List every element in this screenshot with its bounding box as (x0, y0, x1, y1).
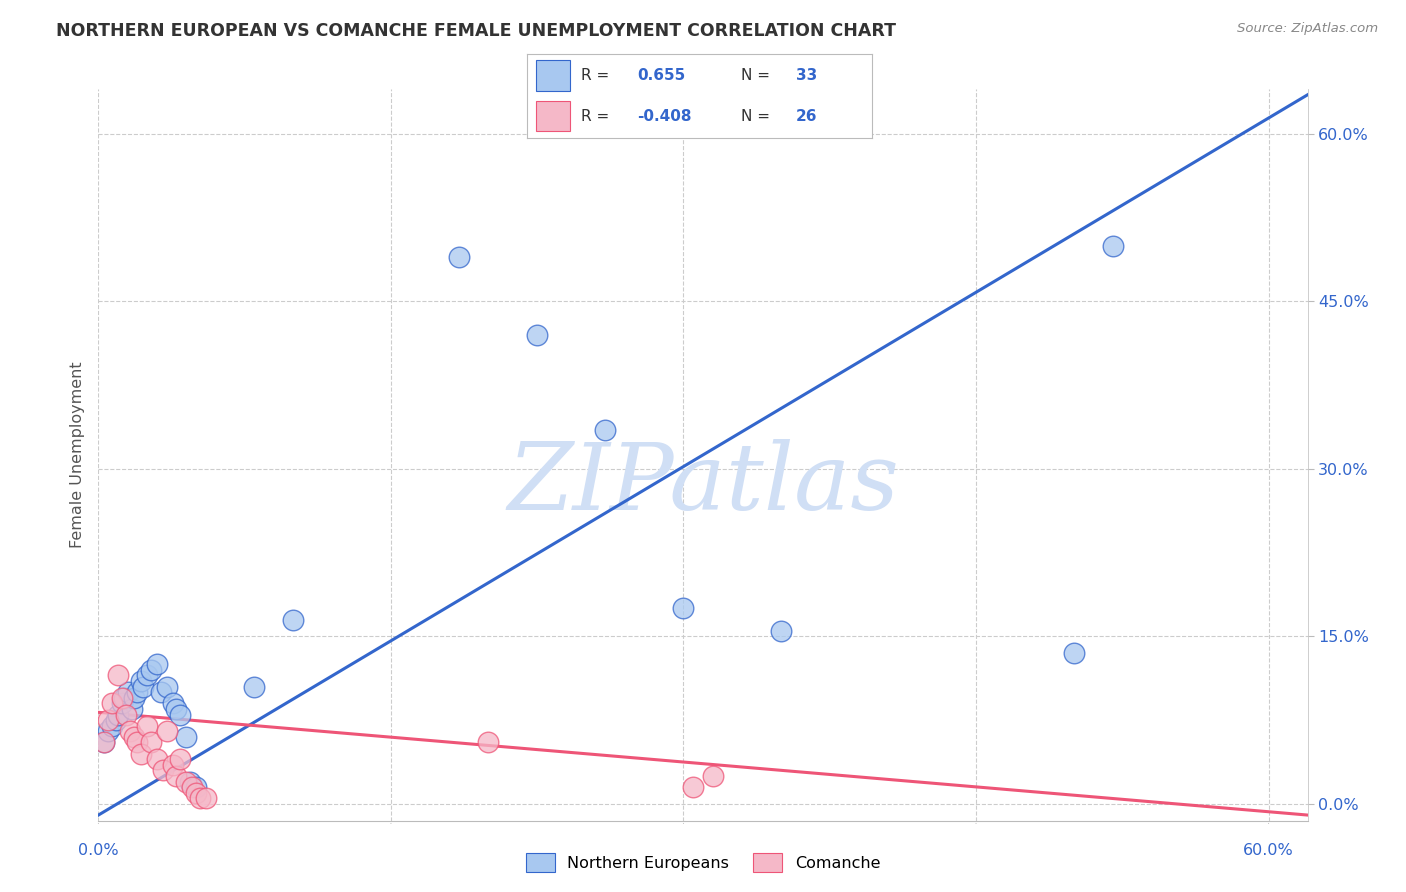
Point (526, 327, 548, 342)
Text: 60.0%: 60.0% (1243, 843, 1294, 857)
Point (672, 601, 695, 615)
Point (156, 724, 179, 739)
Point (127, 735, 149, 749)
Text: -0.408: -0.408 (637, 109, 692, 124)
Point (104, 713, 127, 727)
Point (107, 707, 129, 722)
Text: 0.0%: 0.0% (79, 843, 118, 857)
Point (165, 769, 187, 783)
Point (101, 697, 124, 711)
Point (122, 730, 145, 744)
Point (181, 780, 204, 794)
Point (449, 250, 471, 264)
Y-axis label: Female Unemployment: Female Unemployment (70, 361, 86, 549)
Point (101, 719, 124, 733)
Point (136, 719, 159, 733)
Legend: Northern Europeans, Comanche: Northern Europeans, Comanche (519, 847, 887, 879)
Point (139, 663, 162, 677)
Point (162, 757, 184, 772)
Text: N =: N = (741, 109, 770, 124)
Point (477, 735, 499, 749)
Text: R =: R = (581, 109, 609, 124)
Point (184, 780, 207, 794)
Point (131, 747, 153, 761)
Point (174, 774, 197, 789)
Point (111, 697, 134, 711)
Point (595, 423, 617, 437)
Text: ZIPatlas: ZIPatlas (508, 439, 898, 529)
Point (131, 674, 153, 689)
Text: N =: N = (741, 68, 770, 83)
Point (93, 735, 115, 749)
Point (169, 752, 191, 766)
Point (243, 680, 266, 694)
Text: NORTHERN EUROPEAN VS COMANCHE FEMALE UNEMPLOYMENT CORRELATION CHART: NORTHERN EUROPEAN VS COMANCHE FEMALE UNE… (56, 22, 896, 40)
Point (165, 702, 187, 716)
Point (174, 730, 197, 744)
Point (152, 764, 174, 778)
Text: R =: R = (581, 68, 609, 83)
Text: 0.655: 0.655 (637, 68, 686, 83)
Point (283, 613, 305, 627)
Point (107, 668, 129, 682)
Point (146, 752, 169, 766)
Point (194, 791, 217, 805)
Point (118, 724, 141, 739)
Point (156, 680, 179, 694)
Point (188, 791, 211, 805)
Point (1063, 646, 1085, 660)
FancyBboxPatch shape (536, 61, 571, 91)
Point (136, 668, 159, 682)
Point (169, 707, 191, 722)
Point (132, 680, 155, 694)
Point (184, 786, 207, 800)
Point (702, 769, 724, 783)
FancyBboxPatch shape (536, 101, 571, 131)
Point (146, 657, 169, 672)
Point (682, 780, 704, 794)
Text: Source: ZipAtlas.com: Source: ZipAtlas.com (1237, 22, 1378, 36)
Point (121, 702, 143, 716)
Point (114, 707, 136, 722)
Text: 33: 33 (796, 68, 817, 83)
Point (769, 624, 792, 638)
Point (93, 735, 115, 749)
Point (162, 697, 184, 711)
Point (1101, 238, 1123, 252)
Point (112, 690, 135, 705)
Point (122, 690, 145, 705)
Point (127, 685, 149, 699)
Text: 26: 26 (796, 109, 817, 124)
Point (97, 724, 120, 739)
Point (149, 685, 172, 699)
Point (111, 690, 134, 705)
Point (179, 774, 201, 789)
Point (97, 713, 120, 727)
Point (117, 685, 139, 699)
Point (139, 735, 162, 749)
